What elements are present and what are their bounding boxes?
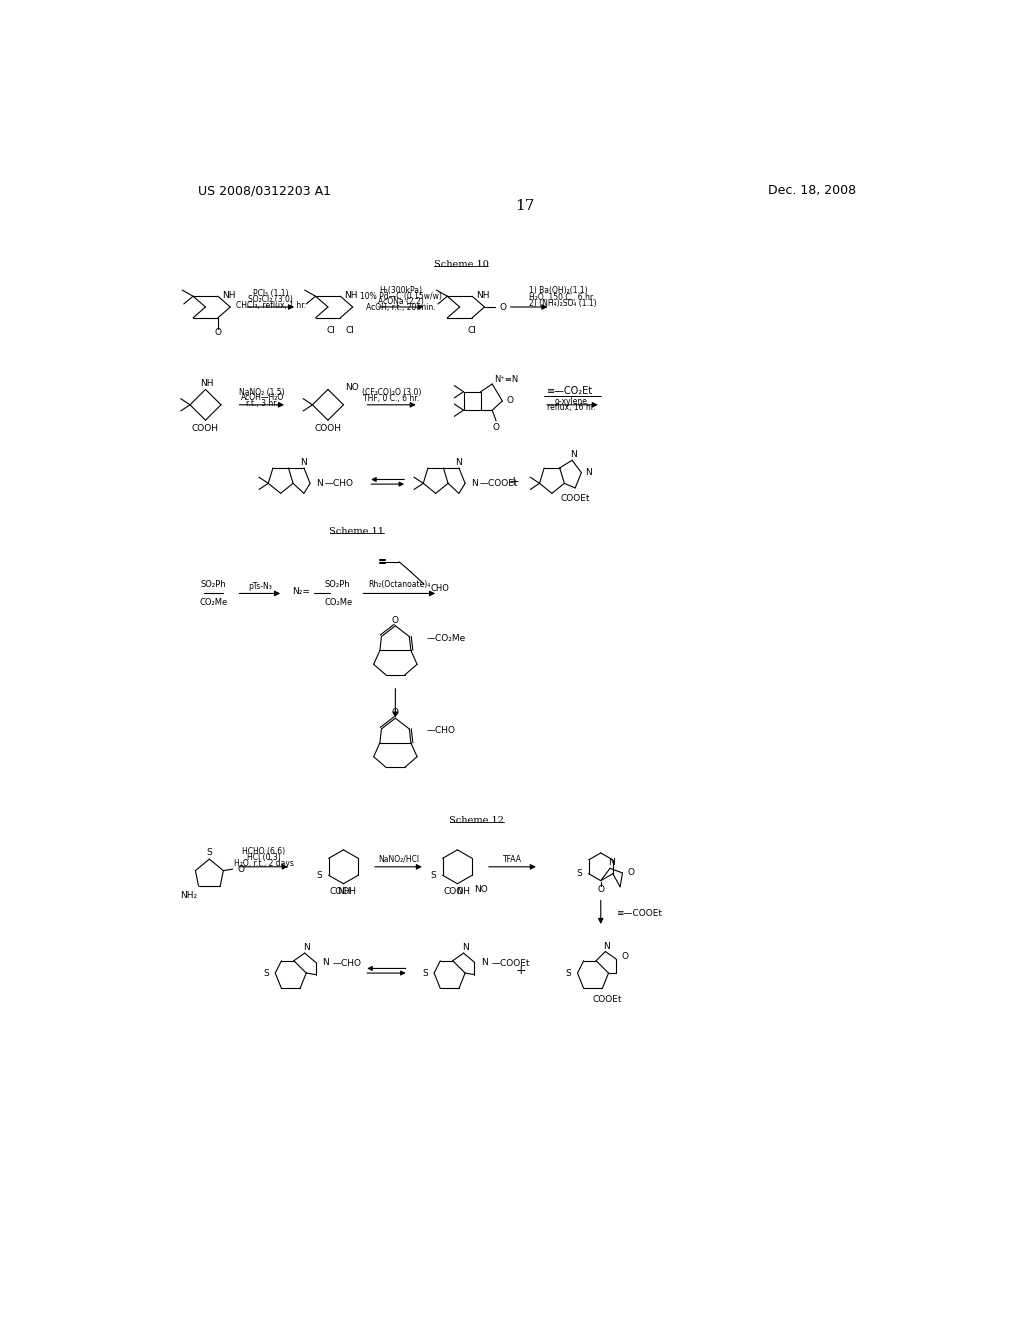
Text: N: N xyxy=(603,941,610,950)
Text: AcOH, r.t., 20 min.: AcOH, r.t., 20 min. xyxy=(366,302,435,312)
Text: H₂(300kPa): H₂(300kPa) xyxy=(379,286,422,296)
Text: SO₂Cl₂ (3.0): SO₂Cl₂ (3.0) xyxy=(248,294,293,304)
Text: US 2008/0312203 A1: US 2008/0312203 A1 xyxy=(198,185,331,197)
Text: Scheme 11: Scheme 11 xyxy=(329,528,384,536)
Text: AcOH—H₂O: AcOH—H₂O xyxy=(241,393,284,403)
Text: N: N xyxy=(301,458,307,467)
Text: +: + xyxy=(509,475,519,488)
Text: —CO₂Me: —CO₂Me xyxy=(426,634,466,643)
Text: H₂O, r.t., 2 days: H₂O, r.t., 2 days xyxy=(233,859,294,869)
Text: N: N xyxy=(586,469,592,477)
Text: NaNO₂ (1.5): NaNO₂ (1.5) xyxy=(240,388,285,397)
Text: COOEt: COOEt xyxy=(560,494,590,503)
Text: NH: NH xyxy=(201,379,214,388)
Text: O: O xyxy=(597,886,604,895)
Text: Cl: Cl xyxy=(327,326,336,334)
Text: CO₂Me: CO₂Me xyxy=(325,598,353,607)
Text: O: O xyxy=(506,396,513,405)
Text: 10% Pd—C (0.15w/w): 10% Pd—C (0.15w/w) xyxy=(359,292,441,301)
Text: Scheme 10: Scheme 10 xyxy=(434,260,488,269)
Text: N: N xyxy=(303,944,309,952)
Text: S: S xyxy=(431,871,436,879)
Text: NH: NH xyxy=(476,290,489,300)
Text: N: N xyxy=(471,479,478,488)
Text: COOH: COOH xyxy=(443,887,471,896)
Text: COOH: COOH xyxy=(330,887,357,896)
Text: —CHO: —CHO xyxy=(426,726,456,735)
Text: 1) Ba(OH)₂(1.1): 1) Ba(OH)₂(1.1) xyxy=(529,286,588,296)
Text: NaNO₂/HCl: NaNO₂/HCl xyxy=(378,854,419,863)
Text: O: O xyxy=(392,709,399,717)
Text: HCHO (6.6): HCHO (6.6) xyxy=(242,847,286,855)
Text: S: S xyxy=(577,870,583,878)
Text: (CF₃CO)₂O (3.0): (CF₃CO)₂O (3.0) xyxy=(361,388,421,397)
Text: THF, 0 C., 6 hr.: THF, 0 C., 6 hr. xyxy=(364,395,420,403)
Text: O: O xyxy=(493,422,500,432)
Text: Cl: Cl xyxy=(468,326,476,334)
Text: S: S xyxy=(565,969,571,978)
Text: —CHO: —CHO xyxy=(324,479,353,488)
Text: 17: 17 xyxy=(515,199,535,213)
Text: O: O xyxy=(628,869,635,878)
Text: Cl: Cl xyxy=(345,326,354,334)
Text: NH: NH xyxy=(337,887,350,896)
Text: H₂O, 150 C., 6 hr.: H₂O, 150 C., 6 hr. xyxy=(529,293,595,301)
Text: COOEt: COOEt xyxy=(592,995,622,1003)
Text: Dec. 18, 2008: Dec. 18, 2008 xyxy=(768,185,856,197)
Text: —COOEt: —COOEt xyxy=(479,479,517,488)
Text: TFAA: TFAA xyxy=(503,854,522,863)
Text: O: O xyxy=(214,327,221,337)
Text: +: + xyxy=(516,964,526,977)
Text: N: N xyxy=(456,887,462,896)
Text: O: O xyxy=(392,616,399,624)
Text: N: N xyxy=(322,958,329,966)
Text: NH₂: NH₂ xyxy=(180,891,197,900)
Text: S: S xyxy=(263,969,269,978)
Text: o-xylene: o-xylene xyxy=(555,397,588,407)
Text: 2) (NH₄)₂SO₄ (1.1): 2) (NH₄)₂SO₄ (1.1) xyxy=(529,298,597,308)
Text: CHO: CHO xyxy=(430,583,450,593)
Text: NH: NH xyxy=(222,290,236,300)
Text: NH: NH xyxy=(344,290,357,300)
Text: SO₂Ph: SO₂Ph xyxy=(201,579,226,589)
Text: PCl₅ (1.1): PCl₅ (1.1) xyxy=(253,289,289,298)
Text: N: N xyxy=(608,858,615,867)
Text: N⁺≡N: N⁺≡N xyxy=(494,375,518,384)
Text: ≡—COOEt: ≡—COOEt xyxy=(616,908,663,917)
Text: N: N xyxy=(462,944,469,952)
Text: N: N xyxy=(316,479,324,488)
Text: COOH: COOH xyxy=(314,424,341,433)
Text: N: N xyxy=(570,450,577,459)
Text: Rh₂(Octanoate)₄: Rh₂(Octanoate)₄ xyxy=(368,581,430,590)
Text: N: N xyxy=(456,458,462,467)
Text: COOH: COOH xyxy=(193,424,219,433)
Text: S: S xyxy=(207,849,212,858)
Text: r.t., 3 hr.: r.t., 3 hr. xyxy=(246,399,279,408)
Text: SO₂Ph: SO₂Ph xyxy=(325,579,350,589)
Text: N: N xyxy=(480,958,487,966)
Text: Scheme 12: Scheme 12 xyxy=(450,816,504,825)
Text: CHCl₃, reflux, 1 hr.: CHCl₃, reflux, 1 hr. xyxy=(236,301,305,310)
Text: AcONa (2.2): AcONa (2.2) xyxy=(378,297,424,306)
Text: O: O xyxy=(238,865,245,874)
Text: O: O xyxy=(500,302,506,312)
Text: NO: NO xyxy=(474,886,488,895)
Text: O: O xyxy=(622,953,629,961)
Text: N₂=: N₂= xyxy=(292,587,310,597)
Text: CO₂Me: CO₂Me xyxy=(199,598,227,607)
Text: HCl (0.3): HCl (0.3) xyxy=(247,853,281,862)
Text: —CHO: —CHO xyxy=(333,960,361,969)
Text: reflux, 16 hr.: reflux, 16 hr. xyxy=(547,403,596,412)
Text: —COOEt: —COOEt xyxy=(492,960,530,969)
Text: S: S xyxy=(316,871,323,879)
Text: pTs-N₃: pTs-N₃ xyxy=(248,582,271,591)
Text: S: S xyxy=(422,969,428,978)
Text: ≡—CO₂Et: ≡—CO₂Et xyxy=(547,385,593,396)
Text: NO: NO xyxy=(345,383,358,392)
